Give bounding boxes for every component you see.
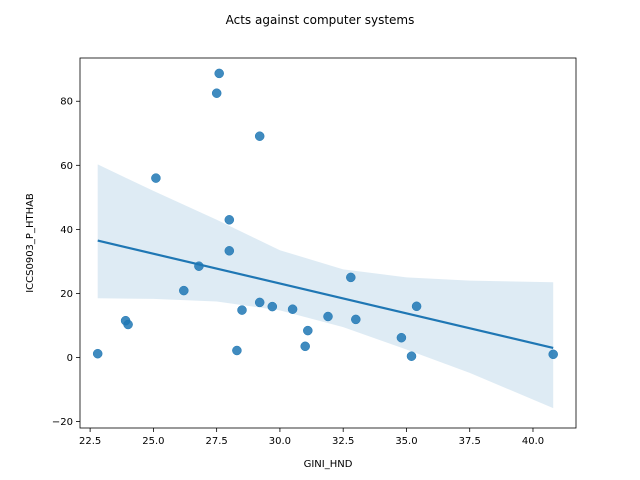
y-axis: −20 0 20 40 60 80 xyxy=(52,97,80,428)
x-tick-label: 40.0 xyxy=(522,436,544,447)
data-point xyxy=(548,349,558,360)
data-point xyxy=(179,285,189,296)
x-axis-label: GINI_HND xyxy=(304,459,353,470)
y-tick-label: 0 xyxy=(67,353,73,364)
y-tick-label: 20 xyxy=(60,289,73,300)
data-point xyxy=(123,319,133,330)
x-tick-label: 30.0 xyxy=(269,436,291,447)
data-point xyxy=(411,301,422,312)
data-point xyxy=(300,341,310,352)
x-tick-label: 35.0 xyxy=(395,436,417,447)
x-tick-label: 22.5 xyxy=(79,436,101,447)
data-point xyxy=(237,305,247,315)
data-point xyxy=(224,246,235,256)
data-point xyxy=(214,68,224,79)
data-point xyxy=(254,297,265,308)
data-point xyxy=(346,272,356,283)
chart-title: Acts against computer systems xyxy=(226,13,415,27)
data-point xyxy=(396,332,407,343)
x-tick-label: 32.5 xyxy=(332,436,354,447)
data-point xyxy=(287,304,298,314)
axes-frame xyxy=(79,57,577,429)
data-point xyxy=(267,301,278,312)
y-tick-label: 80 xyxy=(60,97,73,108)
data-point xyxy=(351,314,361,325)
data-point xyxy=(211,88,222,98)
x-tick-label: 25.0 xyxy=(142,436,164,447)
plot-area xyxy=(92,68,558,409)
y-axis-label: ICCS0903_P_HTHAB xyxy=(25,193,36,293)
confidence-band xyxy=(97,164,554,409)
x-tick-label: 37.5 xyxy=(459,436,481,447)
data-point xyxy=(92,348,103,359)
data-point xyxy=(303,325,313,336)
data-point xyxy=(323,311,333,322)
regression-line xyxy=(97,239,554,349)
x-axis: 22.5 25.0 27.5 30.0 32.5 35.0 37.5 40.0 xyxy=(79,428,544,447)
data-point xyxy=(224,215,235,225)
data-point xyxy=(254,131,265,141)
x-tick-label: 27.5 xyxy=(206,436,228,447)
y-tick-label: 40 xyxy=(60,225,73,236)
data-point xyxy=(232,345,242,356)
y-tick-label: 60 xyxy=(60,161,73,172)
data-point xyxy=(151,173,161,183)
y-tick-label: −20 xyxy=(52,417,73,428)
data-point xyxy=(406,351,417,361)
